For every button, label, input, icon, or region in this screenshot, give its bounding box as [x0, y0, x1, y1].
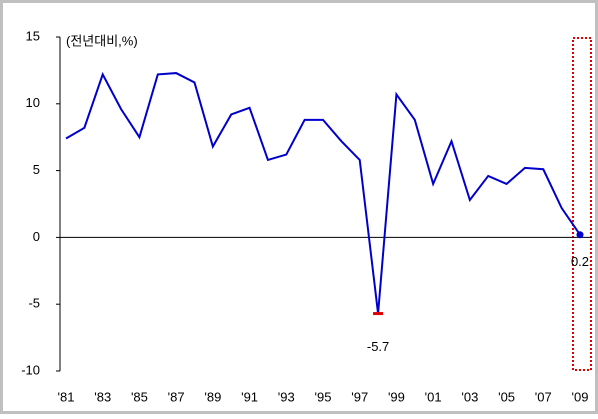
y-tick-label: 10: [26, 95, 40, 110]
data-line: [65, 71, 581, 314]
x-tick-label: '99: [388, 389, 405, 404]
x-tick-label: '93: [278, 389, 295, 404]
x-tick-label: '91: [241, 389, 258, 404]
y-tick-label: 5: [33, 162, 40, 177]
x-tick-label: '07: [535, 389, 552, 404]
value-label: -5.7: [367, 339, 389, 354]
x-tick-label: '89: [204, 389, 221, 404]
x-tick-label: '97: [351, 389, 368, 404]
x-tick-label: '01: [425, 389, 442, 404]
y-tick-label: -10: [21, 362, 40, 377]
x-tick-label: '05: [498, 389, 515, 404]
x-tick-label: '03: [461, 389, 478, 404]
x-tick-label: '09: [572, 389, 589, 404]
x-tick-label: '85: [131, 389, 148, 404]
x-tick-label: '95: [315, 389, 332, 404]
x-tick-label: '83: [94, 389, 111, 404]
unit-label: (전년대비,%): [66, 33, 138, 48]
y-tick-label: 15: [26, 28, 40, 43]
highlight-box: [572, 37, 592, 371]
value-label: 0.2: [571, 254, 589, 269]
marker: [576, 231, 584, 239]
x-tick-label: '81: [58, 389, 75, 404]
y-tick-label: 0: [33, 229, 40, 244]
y-tick-label: -5: [28, 296, 40, 311]
x-tick-label: '87: [168, 389, 185, 404]
